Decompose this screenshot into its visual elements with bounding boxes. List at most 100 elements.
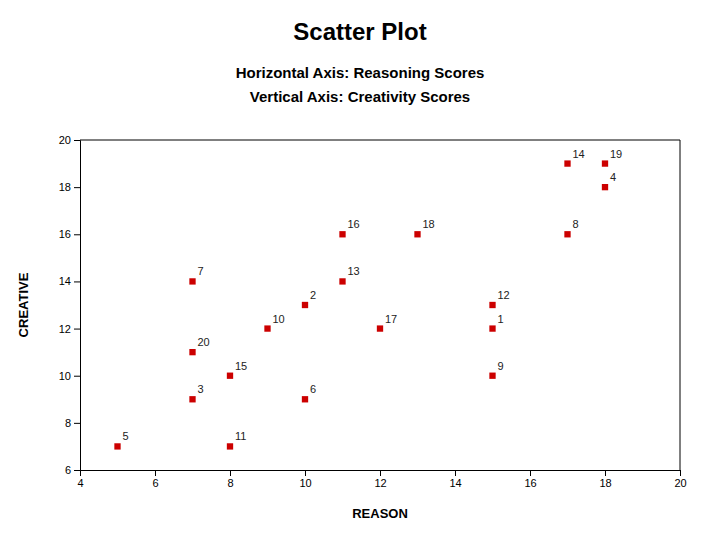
tick: 20 bbox=[59, 134, 80, 146]
subtitle: Vertical Axis: Creativity Scores bbox=[250, 88, 470, 105]
annotation: 2 bbox=[310, 289, 316, 301]
point bbox=[302, 396, 308, 402]
tick: 10 bbox=[299, 470, 311, 489]
tick-mark bbox=[155, 470, 156, 476]
frame bbox=[680, 140, 681, 470]
tick: 16 bbox=[59, 228, 80, 240]
tick-label: 20 bbox=[59, 134, 71, 146]
frame bbox=[80, 140, 680, 141]
x-axis-title: REASON bbox=[352, 506, 408, 521]
annotation: 3 bbox=[198, 383, 204, 395]
annotations: 5 7 20 3 15 11 10 2 6 16 13 17 18 1 12 9 8 14 19 4 bbox=[123, 148, 623, 443]
tick-label: 18 bbox=[59, 181, 71, 193]
tick-mark bbox=[680, 470, 681, 476]
point bbox=[264, 325, 270, 331]
tick-label: 16 bbox=[524, 477, 536, 489]
y-axis: 6 8 10 12 14 16 18 20 bbox=[59, 134, 81, 476]
tick-mark bbox=[74, 187, 80, 188]
point bbox=[227, 443, 233, 449]
tick-label: 6 bbox=[152, 477, 158, 489]
annotation: 12 bbox=[498, 289, 510, 301]
plot: 4681012141618206810121416182057203151110… bbox=[59, 134, 687, 489]
point bbox=[564, 160, 570, 166]
annotation: 1 bbox=[498, 313, 504, 325]
tick-mark bbox=[305, 470, 306, 476]
annotation: 4 bbox=[610, 171, 616, 183]
point bbox=[489, 302, 495, 308]
point bbox=[564, 231, 570, 237]
tick-mark bbox=[74, 376, 80, 377]
point bbox=[489, 373, 495, 379]
tick-mark bbox=[74, 423, 80, 424]
tick: 14 bbox=[449, 470, 461, 489]
x-axis: 4 6 8 10 12 14 16 18 20 bbox=[77, 470, 686, 489]
tick-label: 12 bbox=[59, 323, 71, 335]
tick-mark bbox=[74, 329, 80, 330]
axis-line bbox=[81, 471, 681, 477]
tick-mark bbox=[74, 470, 80, 471]
tick-label: 12 bbox=[374, 477, 386, 489]
point bbox=[602, 184, 608, 190]
tick-mark bbox=[455, 470, 456, 476]
point bbox=[414, 231, 420, 237]
tick-mark bbox=[74, 281, 80, 282]
tick: 8 bbox=[65, 417, 80, 429]
tick-label: 8 bbox=[227, 477, 233, 489]
tick-label: 4 bbox=[77, 477, 83, 489]
point bbox=[377, 325, 383, 331]
point bbox=[302, 302, 308, 308]
tick: 18 bbox=[599, 470, 611, 489]
tick: 12 bbox=[374, 470, 386, 489]
annotation: 6 bbox=[310, 383, 316, 395]
tick-mark bbox=[605, 470, 606, 476]
tick-label: 14 bbox=[449, 477, 461, 489]
tick-label: 14 bbox=[59, 275, 71, 287]
annotation: 16 bbox=[348, 218, 360, 230]
annotation: 14 bbox=[573, 148, 585, 160]
tick: 14 bbox=[59, 275, 80, 287]
point bbox=[227, 373, 233, 379]
tick: 6 bbox=[65, 464, 80, 476]
annotation: 15 bbox=[235, 360, 247, 372]
annotation: 9 bbox=[498, 360, 504, 372]
point bbox=[489, 325, 495, 331]
annotation: 20 bbox=[198, 336, 210, 348]
tick: 12 bbox=[59, 323, 80, 335]
annotation: 17 bbox=[385, 313, 397, 325]
point bbox=[189, 396, 195, 402]
tick-label: 18 bbox=[599, 477, 611, 489]
point bbox=[339, 278, 345, 284]
points bbox=[114, 160, 608, 449]
tick-mark bbox=[74, 140, 80, 141]
tick: 16 bbox=[524, 470, 536, 489]
point bbox=[114, 443, 120, 449]
tick-mark bbox=[74, 234, 80, 235]
annotation: 19 bbox=[610, 148, 622, 160]
annotation: 7 bbox=[198, 265, 204, 277]
point bbox=[189, 349, 195, 355]
point bbox=[189, 278, 195, 284]
annotation: 10 bbox=[273, 313, 285, 325]
tick: 10 bbox=[59, 370, 80, 382]
annotation: 8 bbox=[573, 218, 579, 230]
tick-label: 6 bbox=[65, 464, 71, 476]
tick: 18 bbox=[59, 181, 80, 193]
chart: Scatter PlotHorizontal Axis: Reasoning S… bbox=[0, 0, 720, 540]
tick-label: 10 bbox=[299, 477, 311, 489]
point bbox=[602, 160, 608, 166]
annotation: 13 bbox=[348, 265, 360, 277]
tick-label: 8 bbox=[65, 417, 71, 429]
annotation: 11 bbox=[235, 430, 246, 442]
tick-mark bbox=[230, 470, 231, 476]
tick: 8 bbox=[227, 470, 233, 489]
tick: 4 bbox=[77, 470, 83, 489]
annotation: 18 bbox=[423, 218, 435, 230]
annotation: 5 bbox=[123, 430, 129, 442]
title: Scatter Plot bbox=[293, 18, 426, 45]
tick-mark bbox=[380, 470, 381, 476]
tick: 20 bbox=[674, 470, 686, 489]
tick-label: 10 bbox=[59, 370, 71, 382]
tick: 6 bbox=[152, 470, 158, 489]
tick-label: 16 bbox=[59, 228, 71, 240]
axis-line bbox=[74, 141, 81, 471]
